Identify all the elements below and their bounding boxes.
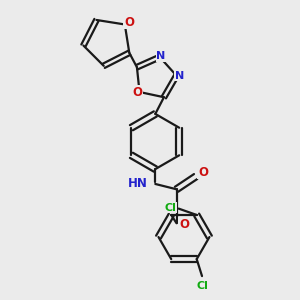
Text: O: O: [132, 85, 142, 98]
Text: O: O: [198, 166, 208, 179]
Text: O: O: [179, 218, 189, 231]
Text: Cl: Cl: [196, 280, 208, 291]
Text: N: N: [156, 51, 165, 61]
Text: N: N: [175, 70, 184, 81]
Text: O: O: [124, 16, 134, 29]
Text: Cl: Cl: [164, 202, 176, 213]
Text: HN: HN: [128, 178, 148, 190]
